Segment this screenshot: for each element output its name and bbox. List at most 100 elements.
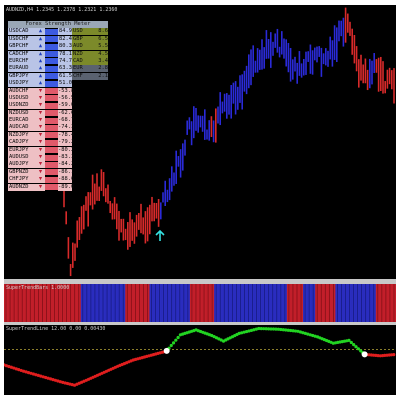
strength-bar <box>45 28 69 35</box>
meter-row: EURJPY ▼ -80.2 <box>8 146 108 154</box>
strength-bar <box>45 80 69 87</box>
strength-bar <box>45 95 69 102</box>
trend-dot <box>9 365 13 369</box>
meter-value: -53.8 <box>58 87 75 95</box>
meter-pair: EURAUD <box>8 65 36 73</box>
meter-value: -78.4 <box>58 131 75 139</box>
trend-dot <box>242 330 246 334</box>
meter-row: NZDJPY ▼ -78.4 <box>8 131 108 139</box>
arrow-down-icon: ▼ <box>36 94 45 102</box>
arrow-down-icon: ▼ <box>36 131 45 139</box>
arrow-up-icon: ▲ <box>36 80 45 88</box>
meter-row: CHFJPY ▼ -88.6 <box>8 176 108 184</box>
trend-dot <box>41 375 45 379</box>
strength-bar <box>45 73 69 80</box>
meter-pair: USDJPY <box>8 80 36 88</box>
strength-bar <box>45 176 69 183</box>
panel-separator[interactable] <box>4 322 396 325</box>
meter-pair: AUDNZD <box>8 183 36 191</box>
arrow-up-icon: ▲ <box>36 50 45 58</box>
currency-value: 8.6 <box>90 28 108 36</box>
trend-dot <box>14 367 18 371</box>
meter-row: GBPJPY ▲ 61.5 CHF 2.1 <box>8 72 108 80</box>
trend-dot <box>237 331 241 335</box>
meter-row: EURCAD ▼ -68.7 <box>8 117 108 125</box>
meter-value: -84.2 <box>58 161 75 169</box>
strength-bar <box>45 169 69 176</box>
trend-dot <box>352 343 356 347</box>
arrow-down-icon: ▼ <box>36 102 45 110</box>
meter-row: CADJPY ▼ -79.2 <box>8 139 108 147</box>
supertrend-line-panel[interactable]: SuperTrendLine 12.00 0.00 0.00430 <box>4 325 396 395</box>
trend-dot <box>257 326 261 331</box>
currency-value: 4.5 <box>90 50 108 58</box>
panel-separator[interactable] <box>4 279 396 284</box>
meter-row: EURAUD ▲ 63.3 EUR 2.8 <box>8 65 108 73</box>
arrow-down-icon: ▼ <box>36 139 45 147</box>
meter-pair: AUDJPY <box>8 161 36 169</box>
meter-pair: NZDJPY <box>8 131 36 139</box>
supertrend-bars-panel[interactable]: SuperTrendBars 1.0000 <box>4 284 396 322</box>
trend-dot <box>174 338 178 342</box>
trend-dot <box>296 329 300 333</box>
arrow-down-icon: ▼ <box>36 109 45 117</box>
meter-row: GBPCHF ▲ 80.3 AUD 5.5 <box>8 43 108 51</box>
trend-dot <box>244 329 249 334</box>
meter-value: 78.1 <box>58 50 72 58</box>
strength-bar <box>45 124 69 131</box>
meter-row: USDUSD ▼ -56.5 <box>8 94 108 102</box>
trend-dot <box>308 333 312 337</box>
line-label: SuperTrendLine 12.00 0.00 0.00430 <box>6 326 106 332</box>
buy-arrow-icon <box>155 229 165 241</box>
trend-dot <box>286 328 290 332</box>
meter-value: -56.5 <box>58 94 75 102</box>
trend-dot <box>262 327 266 331</box>
meter-value: -59.0 <box>58 102 75 110</box>
meter-value: -83.3 <box>58 154 75 162</box>
meter-row: AUDUSD ▼ -83.3 <box>8 154 108 162</box>
meter-value: 82.4 <box>58 35 72 43</box>
meter-pair: CADJPY <box>8 139 36 147</box>
trend-dot <box>279 327 283 332</box>
meter-pair: EURJPY <box>8 146 36 154</box>
arrow-up-icon: ▲ <box>36 65 45 73</box>
trend-dot <box>169 343 173 348</box>
meter-pair: CADCHF <box>8 50 36 58</box>
trend-dot <box>51 378 55 382</box>
meter-value: -74.3 <box>58 124 75 132</box>
strength-bar <box>45 184 69 191</box>
strength-bar <box>45 132 69 139</box>
trend-dot <box>356 347 360 351</box>
arrow-up-icon: ▲ <box>36 57 45 65</box>
trend-dot <box>274 327 278 331</box>
trend-dot <box>240 331 244 335</box>
arrow-up-icon: ▲ <box>36 43 45 51</box>
meter-title: Forex Strength Meter <box>8 21 108 29</box>
trend-dot <box>34 373 38 377</box>
trend-dot <box>303 331 307 335</box>
meter-value: -88.6 <box>58 176 75 184</box>
meter-pair: AUDCAD <box>8 124 36 132</box>
trend-dot <box>176 335 180 340</box>
trend-dot <box>44 375 48 380</box>
meter-pair: NZDUSD <box>8 109 36 117</box>
trend-dot <box>249 328 254 332</box>
strength-bar <box>45 43 69 50</box>
meter-row: USDJPY ▲ 51.0 <box>8 80 108 88</box>
trend-dot <box>39 374 43 378</box>
currency-label: GBP <box>72 35 90 43</box>
trend-dot <box>29 371 33 375</box>
trend-dot <box>259 326 263 331</box>
meter-row: USDCHF ▲ 82.4 GBP 6.5 <box>8 35 108 43</box>
trend-dot <box>267 327 271 331</box>
currency-label: CAD <box>72 57 90 65</box>
meter-value: 61.5 <box>58 72 72 80</box>
trend-dot <box>12 366 16 370</box>
trend-dot <box>4 364 9 368</box>
price-chart[interactable]: AUDNZD,H4 1.2345 1.2378 1.2321 1.2360 Fo… <box>4 5 396 279</box>
currency-value: 2.8 <box>90 65 108 73</box>
meter-value: 74.7 <box>58 57 72 65</box>
strength-meter: Forex Strength Meter USDCAD ▲ 84.9 USD 8.6 US… <box>8 21 108 191</box>
arrow-up-icon: ▲ <box>36 72 45 80</box>
meter-value: -89.0 <box>58 183 75 191</box>
